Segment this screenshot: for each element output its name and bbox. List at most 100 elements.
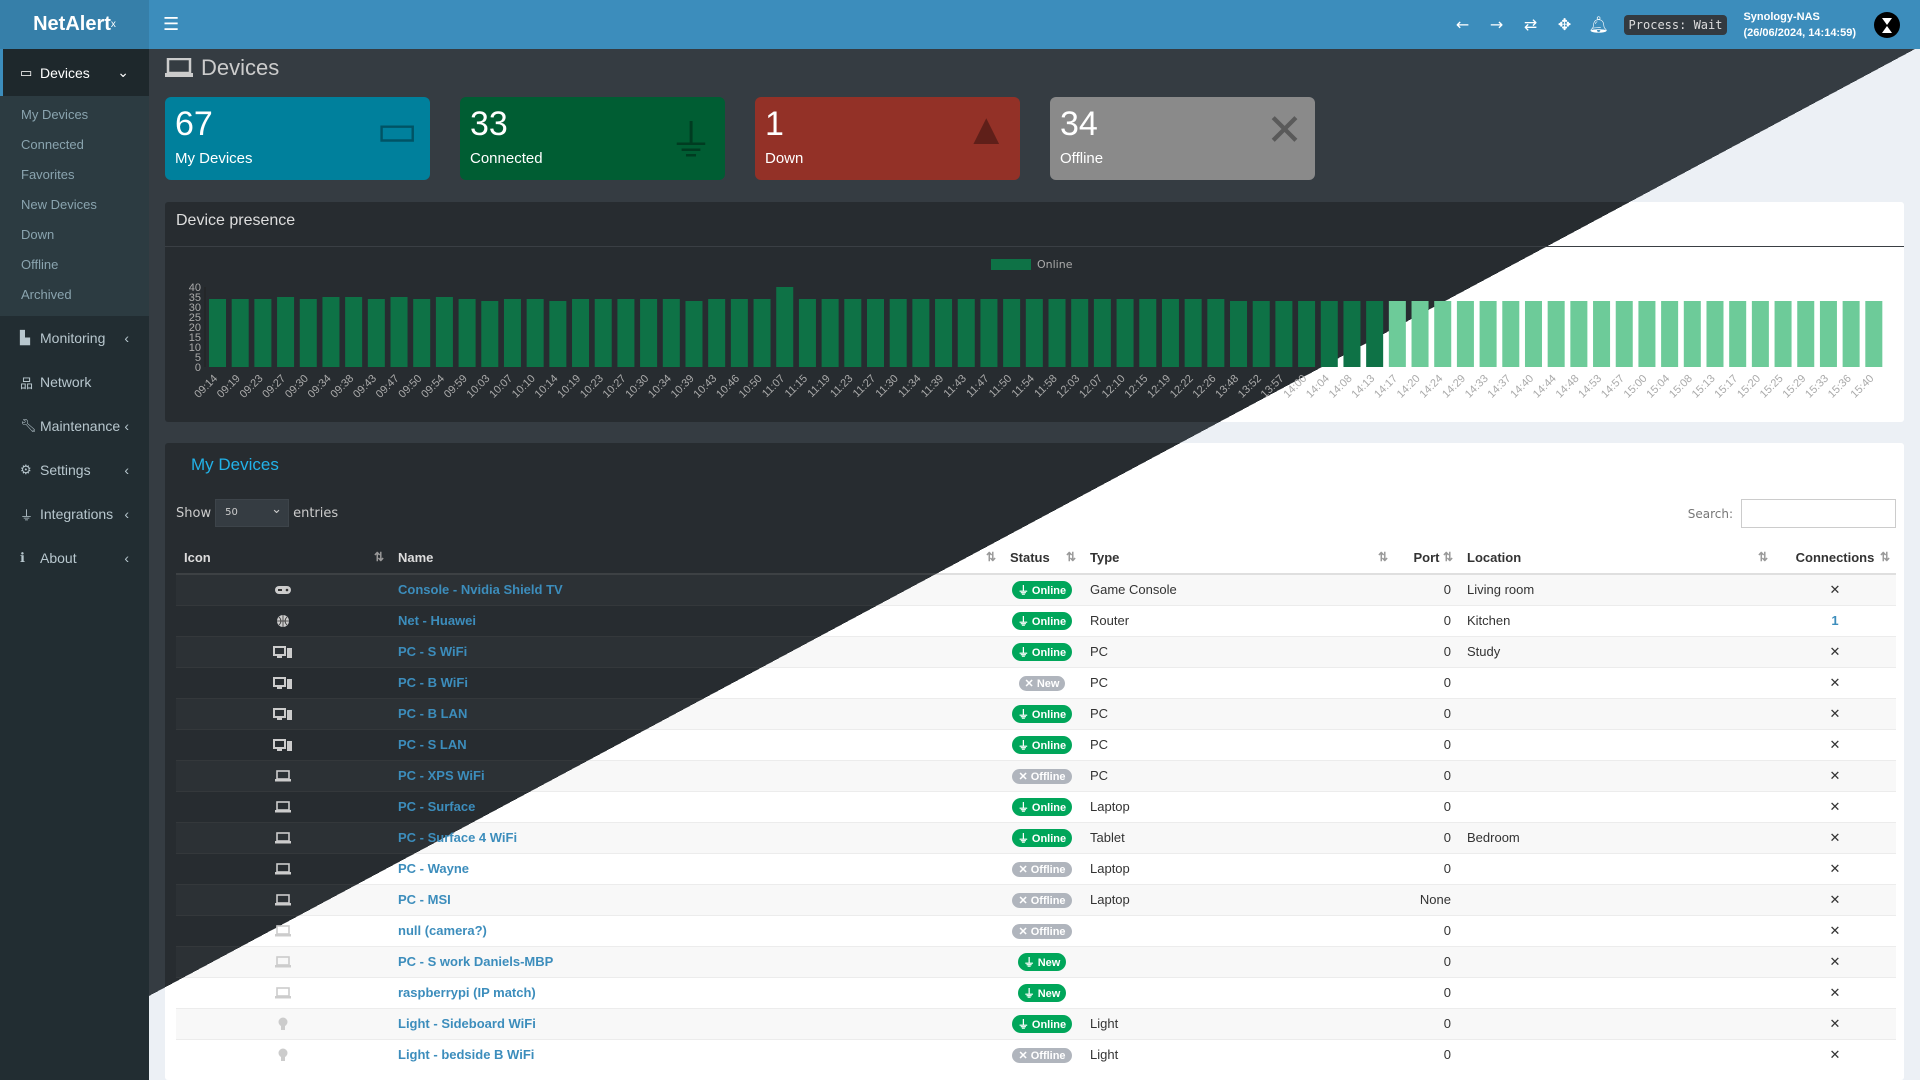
table-row[interactable]: Light - bedside B WiFi ✕ Offline Light 0…: [176, 1038, 1896, 1070]
page-size-select[interactable]: 50: [215, 499, 290, 527]
table-row[interactable]: Net - Huawei ⏚ Online Router 0 Kitchen 1: [176, 604, 1896, 636]
column-header-icon[interactable]: Icon ⇅: [176, 542, 390, 575]
bar-online[interactable]: [1615, 301, 1633, 367]
sidebar-subitem[interactable]: Connected: [21, 137, 84, 152]
bar-online[interactable]: [1774, 301, 1792, 367]
bar-online[interactable]: [708, 299, 726, 367]
bar-online[interactable]: [231, 299, 249, 367]
bar-online[interactable]: [935, 299, 953, 367]
bar-online[interactable]: [1025, 299, 1043, 367]
bar-online[interactable]: [1593, 301, 1611, 367]
table-row[interactable]: PC - Surface 4 WiFi ⏚ Online Tablet 0 Be…: [176, 821, 1896, 853]
table-row[interactable]: Light - Sideboard WiFi ⏚ Online Light 0 …: [176, 1007, 1896, 1039]
bar-online[interactable]: [1411, 301, 1429, 367]
bar-online[interactable]: [1252, 301, 1270, 367]
search-input[interactable]: [1741, 499, 1896, 528]
sort-icon[interactable]: ⇅: [1377, 550, 1388, 564]
bar-online[interactable]: [1275, 301, 1293, 367]
sort-icon[interactable]: ⇅: [1757, 550, 1768, 564]
column-header-location[interactable]: Location ⇅: [1459, 542, 1774, 575]
bar-online[interactable]: [322, 297, 340, 367]
bar-online[interactable]: [1048, 299, 1066, 367]
bar-online[interactable]: [367, 299, 385, 367]
table-row[interactable]: PC - MSI ✕ Offline Laptop None ✕: [176, 883, 1896, 915]
summary-card-offline[interactable]: 34 Offline ✕: [1050, 97, 1315, 180]
bar-online[interactable]: [299, 299, 317, 367]
arrow-right-icon[interactable]: →: [1489, 15, 1504, 34]
device-name-link[interactable]: PC - S WiFi: [398, 644, 468, 659]
bar-online[interactable]: [1116, 299, 1134, 367]
device-name-link[interactable]: PC - S LAN: [398, 737, 467, 752]
bar-online[interactable]: [435, 297, 453, 367]
column-header-name[interactable]: Name ⇅: [390, 542, 1002, 575]
bar-online[interactable]: [1366, 301, 1384, 367]
device-name-link[interactable]: PC - S work Daniels-MBP: [398, 954, 554, 969]
bar-online[interactable]: [1570, 301, 1588, 367]
bar-online[interactable]: [866, 299, 885, 367]
sidebar-item-monitoring[interactable]: ▙ Monitoring ‹: [20, 330, 129, 346]
bar-online[interactable]: [1093, 299, 1111, 367]
bar-online[interactable]: [1071, 299, 1089, 367]
bar-online[interactable]: [1751, 301, 1769, 367]
bar-online[interactable]: [753, 299, 771, 367]
device-name-link[interactable]: Net - Huawei: [398, 613, 477, 628]
summary-card-my-devices[interactable]: 67 My Devices ▭: [165, 97, 430, 180]
bar-online[interactable]: [481, 301, 499, 367]
sidebar-subitem[interactable]: Offline: [21, 257, 59, 272]
table-row[interactable]: Console - Nvidia Shield TV ⏚ Online Game…: [176, 573, 1896, 605]
bar-online[interactable]: [957, 299, 975, 367]
bar-online[interactable]: [1343, 301, 1361, 367]
hamburger-icon[interactable]: ☰: [163, 14, 180, 35]
bar-online[interactable]: [1230, 301, 1248, 367]
bar-online[interactable]: [390, 297, 408, 367]
bar-online[interactable]: [209, 299, 227, 367]
sidebar-subitem[interactable]: Favorites: [21, 167, 75, 182]
bar-online[interactable]: [503, 299, 521, 367]
bar-online[interactable]: [889, 299, 907, 367]
bar-online[interactable]: [912, 299, 930, 367]
bar-online[interactable]: [1729, 301, 1747, 367]
bar-online[interactable]: [776, 287, 794, 367]
bar-online[interactable]: [1683, 301, 1701, 367]
bar-online[interactable]: [617, 299, 635, 367]
bar-online[interactable]: [1388, 301, 1406, 367]
column-header-type[interactable]: Type ⇅: [1082, 542, 1394, 575]
sidebar-subitem[interactable]: My Devices: [21, 107, 89, 122]
device-name-link[interactable]: PC - B WiFi: [398, 675, 468, 690]
bar-online[interactable]: [980, 299, 998, 367]
device-name-link[interactable]: PC - Surface: [398, 799, 476, 814]
bar-online[interactable]: [1207, 299, 1225, 367]
device-name-link[interactable]: null (camera?): [398, 923, 487, 938]
refresh-icon[interactable]: ⇄: [1523, 15, 1538, 34]
table-row[interactable]: raspberrypi (IP match) ⏚ New 0 ✕: [176, 976, 1896, 1008]
sidebar-subitem[interactable]: New Devices: [21, 197, 97, 212]
sidebar-item-about[interactable]: ℹ About ‹: [20, 550, 129, 566]
bar-online[interactable]: [1842, 301, 1860, 367]
bar-online[interactable]: [798, 299, 816, 367]
device-name-link[interactable]: Light - bedside B WiFi: [398, 1047, 535, 1063]
sidebar-item-devices[interactable]: ▭ Devices ⌄: [0, 49, 149, 96]
bar-online[interactable]: [1797, 301, 1815, 367]
chart-legend[interactable]: Online: [991, 258, 1072, 271]
bar-online[interactable]: [1298, 301, 1316, 367]
bell-icon[interactable]: 🔔︎: [1588, 15, 1609, 34]
bar-online[interactable]: [1524, 301, 1542, 367]
bar-online[interactable]: [1547, 301, 1565, 367]
column-header-port[interactable]: Port ⇅: [1394, 542, 1459, 575]
bar-online[interactable]: [821, 299, 839, 367]
sort-icon[interactable]: ⇅: [373, 550, 384, 564]
device-name-link[interactable]: raspberrypi (IP match): [398, 985, 536, 1000]
sort-icon[interactable]: ⇅: [1065, 550, 1076, 564]
device-name-link[interactable]: PC - Wayne: [398, 861, 470, 876]
bar-online[interactable]: [413, 299, 431, 367]
bar-online[interactable]: [685, 301, 703, 367]
bar-online[interactable]: [1161, 299, 1179, 367]
sort-icon[interactable]: ⇅: [1442, 550, 1453, 564]
table-row[interactable]: PC - Wayne ✕ Offline Laptop 0 ✕: [176, 852, 1896, 884]
sort-icon[interactable]: ⇅: [1879, 550, 1890, 564]
bar-online[interactable]: [458, 299, 476, 367]
bar-online[interactable]: [1502, 301, 1520, 367]
bar-online[interactable]: [1184, 299, 1202, 367]
bar-online[interactable]: [1706, 301, 1724, 367]
bar-online[interactable]: [277, 297, 295, 367]
